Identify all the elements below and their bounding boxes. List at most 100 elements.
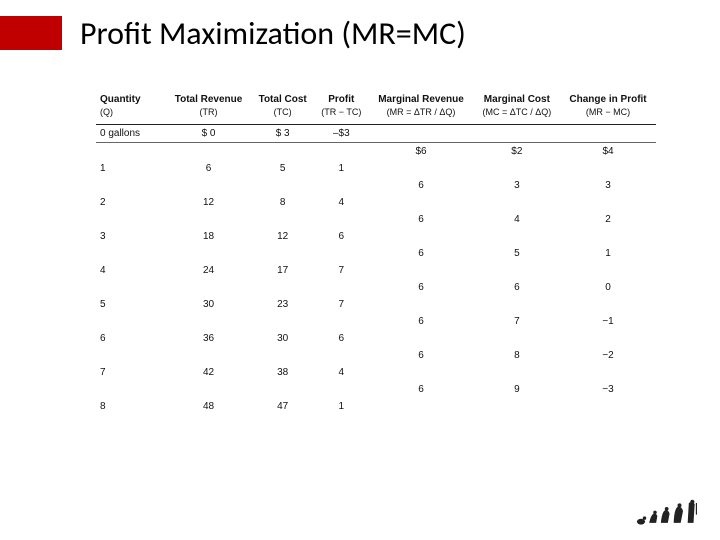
cell-mr-empty (368, 262, 473, 279)
cell-empty (96, 381, 166, 398)
cell-empty (251, 313, 314, 330)
cell-empty (96, 177, 166, 194)
cell-empty (314, 381, 368, 398)
cell-mr-empty (368, 330, 473, 347)
cell-dprofit-empty (560, 194, 656, 211)
table-header: Quantity (Q) Total Revenue (TR) Total Co… (96, 92, 656, 124)
col-label: Total Cost (259, 94, 307, 105)
cell-mc: 8 (474, 347, 560, 364)
cell-dprofit-empty (560, 262, 656, 279)
cell-tr: 36 (166, 330, 251, 347)
col-sub: (Q) (100, 107, 162, 118)
cell-empty (96, 313, 166, 330)
col-header-dprofit: Change in Profit (MR − MC) (560, 92, 656, 124)
cell-tc: 8 (251, 194, 314, 211)
col-label: Change in Profit (569, 94, 646, 105)
cell-dprofit: −2 (560, 347, 656, 364)
cell-empty (314, 177, 368, 194)
cell-mc-empty (474, 296, 560, 313)
cell-empty (166, 313, 251, 330)
cell-empty (314, 279, 368, 296)
cell-empty (314, 142, 368, 160)
table-row: 636306 (96, 330, 656, 347)
cell-tc: 38 (251, 364, 314, 381)
col-header-mc: Marginal Cost (MC = ΔTC / ΔQ) (474, 92, 560, 124)
cell-empty (96, 347, 166, 364)
cell-profit: 1 (314, 398, 368, 415)
cell-mr-empty (368, 160, 473, 177)
cell-mc-empty (474, 330, 560, 347)
cell-dprofit: 0 (560, 279, 656, 296)
cell-tr: 30 (166, 296, 251, 313)
cell-tr: 12 (166, 194, 251, 211)
cell-mr-empty (368, 364, 473, 381)
cell-tc: 12 (251, 228, 314, 245)
cell-tc: 17 (251, 262, 314, 279)
cell-empty (251, 279, 314, 296)
cell-mr: 6 (368, 313, 473, 330)
table-marginal-row: 67−1 (96, 313, 656, 330)
cell-mc: 4 (474, 211, 560, 228)
col-sub: (TC) (255, 107, 310, 118)
cell-mr: 6 (368, 245, 473, 262)
table-marginal-row: $6$2$4 (96, 142, 656, 160)
table-body: 0 gallons$ 0$ 3–$3$6$2$41651633212846423… (96, 124, 656, 415)
cell-empty (251, 245, 314, 262)
cell-quantity: 3 (96, 228, 166, 245)
col-sub: (TR) (170, 107, 247, 118)
cell-quantity: 4 (96, 262, 166, 279)
cell-mc-empty (474, 262, 560, 279)
cell-empty (166, 245, 251, 262)
col-label: Marginal Revenue (378, 94, 464, 105)
col-header-profit: Profit (TR − TC) (314, 92, 368, 124)
col-header-mr: Marginal Revenue (MR = ΔTR / ΔQ) (368, 92, 473, 124)
cell-tc: 5 (251, 160, 314, 177)
cell-mr-empty (368, 296, 473, 313)
table-marginal-row: 642 (96, 211, 656, 228)
table-marginal-row: 660 (96, 279, 656, 296)
cell-dprofit-empty (560, 296, 656, 313)
cell-dprofit: 3 (560, 177, 656, 194)
col-sub: (MR = ΔTR / ΔQ) (372, 107, 469, 118)
cell-dprofit-empty (560, 330, 656, 347)
cell-dprofit-empty (560, 398, 656, 415)
cell-quantity: 8 (96, 398, 166, 415)
cell-empty (166, 177, 251, 194)
table-marginal-row: 69−3 (96, 381, 656, 398)
cell-empty (96, 142, 166, 160)
cell-mc: 9 (474, 381, 560, 398)
cell-empty (314, 211, 368, 228)
cell-tr: 6 (166, 160, 251, 177)
cell-mr: 6 (368, 177, 473, 194)
cell-mr-empty (368, 398, 473, 415)
cell-empty (166, 211, 251, 228)
cell-empty (166, 347, 251, 364)
cell-quantity: 1 (96, 160, 166, 177)
col-sub: (MR − MC) (564, 107, 652, 118)
cell-dprofit: 1 (560, 245, 656, 262)
col-header-tr: Total Revenue (TR) (166, 92, 251, 124)
cell-mc-empty (474, 160, 560, 177)
cell-empty (314, 313, 368, 330)
cell-profit: 7 (314, 262, 368, 279)
cell-profit: 6 (314, 330, 368, 347)
cell-tc: $ 3 (251, 124, 314, 142)
cell-mc: $2 (474, 142, 560, 160)
col-header-tc: Total Cost (TC) (251, 92, 314, 124)
cell-dprofit-empty (560, 228, 656, 245)
table-marginal-row: 633 (96, 177, 656, 194)
cell-mr-empty (368, 228, 473, 245)
col-sub: (TR − TC) (318, 107, 364, 118)
cell-mc: 6 (474, 279, 560, 296)
cell-tc: 30 (251, 330, 314, 347)
table-row: 530237 (96, 296, 656, 313)
cell-mr: 6 (368, 381, 473, 398)
table-row: 1651 (96, 160, 656, 177)
cell-empty (96, 211, 166, 228)
table-row: 21284 (96, 194, 656, 211)
table-row: 742384 (96, 364, 656, 381)
cell-quantity: 6 (96, 330, 166, 347)
cell-empty (314, 245, 368, 262)
cell-quantity: 5 (96, 296, 166, 313)
cell-profit: 7 (314, 296, 368, 313)
